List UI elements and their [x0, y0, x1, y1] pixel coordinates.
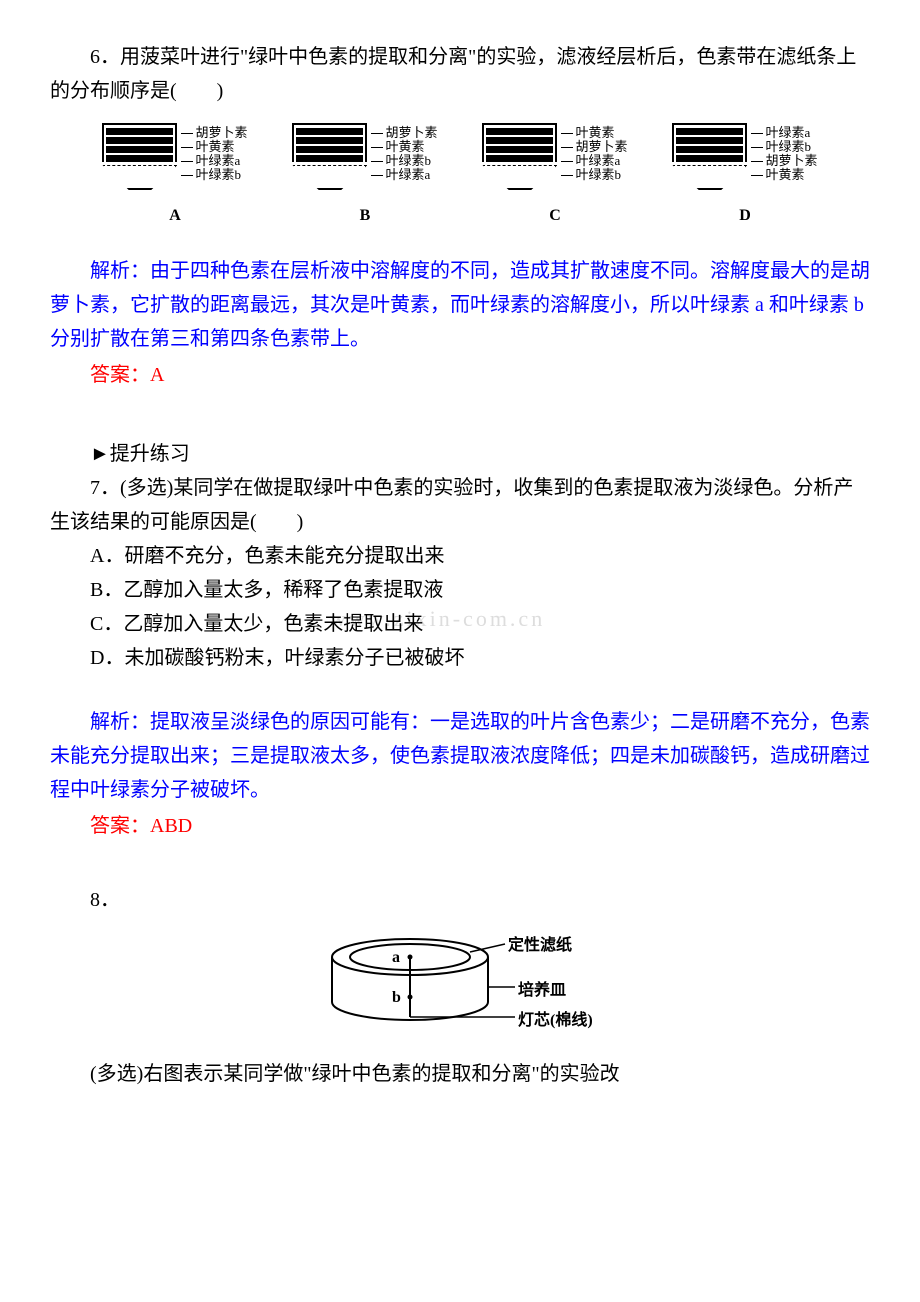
band: [676, 146, 743, 153]
choice-label-a: A: [169, 202, 181, 229]
band-labels-c: 叶黄素 胡萝卜素 叶绿素a 叶绿素b: [561, 126, 627, 182]
band-label: 叶绿素b: [371, 154, 437, 167]
strip-top: [102, 123, 177, 162]
band-label: 叶绿素a: [181, 154, 247, 167]
band-labels-b: 胡萝卜素 叶黄素 叶绿素b 叶绿素a: [371, 126, 437, 182]
label-filter-paper: 定性滤纸: [508, 932, 572, 959]
filter-diagram-b: 胡萝卜素 叶黄素 叶绿素b 叶绿素a: [292, 123, 437, 190]
q6-choice-c: 叶黄素 胡萝卜素 叶绿素a 叶绿素b C: [482, 123, 627, 229]
band-label: 胡萝卜素: [751, 154, 817, 167]
strip-taper: [672, 165, 747, 190]
band: [486, 137, 553, 144]
q7-analysis: 解析：提取液呈淡绿色的原因可能有：一是选取的叶片含色素少；二是研磨不充分，色素未…: [50, 705, 870, 807]
band: [676, 155, 743, 162]
q6-analysis: 解析：由于四种色素在层析液中溶解度的不同，造成其扩散速度不同。溶解度最大的是胡萝…: [50, 254, 870, 356]
band-label: 叶绿素b: [561, 168, 627, 181]
q6-text: 6．用菠菜叶进行"绿叶中色素的提取和分离"的实验，滤液经层析后，色素带在滤纸条上…: [50, 40, 870, 108]
band-label: 胡萝卜素: [181, 126, 247, 139]
band-label: 叶绿素b: [751, 140, 817, 153]
q8-text: (多选)右图表示某同学做"绿叶中色素的提取和分离"的实验改: [50, 1057, 870, 1091]
strip-top: [672, 123, 747, 162]
band-label: 叶黄素: [561, 126, 627, 139]
band: [106, 128, 173, 135]
document-content: 6．用菠菜叶进行"绿叶中色素的提取和分离"的实验，滤液经层析后，色素带在滤纸条上…: [50, 40, 870, 1091]
band-label: 叶绿素a: [751, 126, 817, 139]
band: [106, 137, 173, 144]
label-petri-dish: 培养皿: [518, 977, 566, 1004]
band: [106, 146, 173, 153]
band-label: 叶黄素: [181, 140, 247, 153]
q7-option-b: B．乙醇加入量太多，稀释了色素提取液: [50, 573, 870, 607]
section-header: ►提升练习: [50, 437, 870, 471]
strip-top: [292, 123, 367, 162]
strip-taper: [292, 165, 367, 190]
strip-top: [482, 123, 557, 162]
label-a: a: [392, 944, 400, 971]
q7-option-a: A．研磨不充分，色素未能充分提取出来: [50, 539, 870, 573]
band-label: 叶绿素b: [181, 168, 247, 181]
q8-number: 8．: [50, 883, 870, 917]
band: [676, 128, 743, 135]
band-labels-d: 叶绿素a 叶绿素b 胡萝卜素 叶黄素: [751, 126, 817, 182]
band-label: 叶绿素a: [561, 154, 627, 167]
band: [486, 155, 553, 162]
choice-label-b: B: [360, 202, 371, 229]
band-label: 叶黄素: [371, 140, 437, 153]
choice-label-c: C: [549, 202, 561, 229]
q7-text: 7．(多选)某同学在做提取绿叶中色素的实验时，收集到的色素提取液为淡绿色。分析产…: [50, 471, 870, 539]
band: [296, 137, 363, 144]
band-labels-a: 胡萝卜素 叶黄素 叶绿素a 叶绿素b: [181, 126, 247, 182]
q6-answer: 答案：A: [50, 358, 870, 392]
strip-taper: [102, 165, 177, 190]
petri-container: a b 定性滤纸 培养皿 灯芯(棉线): [320, 932, 600, 1042]
band: [296, 146, 363, 153]
q7-answer: 答案：ABD: [50, 809, 870, 843]
band: [676, 137, 743, 144]
filter-strip: [672, 123, 747, 190]
petri-diagram: a b 定性滤纸 培养皿 灯芯(棉线): [50, 932, 870, 1042]
q6-choices: 胡萝卜素 叶黄素 叶绿素a 叶绿素b A: [50, 123, 870, 229]
q7-option-d: D．未加碳酸钙粉末，叶绿素分子已被破坏: [50, 641, 870, 675]
filter-strip: [102, 123, 177, 190]
band: [296, 155, 363, 162]
q7-option-c: C．乙醇加入量太少，色素未提取出来: [50, 607, 870, 641]
filter-strip: [292, 123, 367, 190]
choice-label-d: D: [739, 202, 751, 229]
filter-diagram-c: 叶黄素 胡萝卜素 叶绿素a 叶绿素b: [482, 123, 627, 190]
band-label: 叶绿素a: [371, 168, 437, 181]
label-b: b: [392, 984, 401, 1011]
band-label: 叶黄素: [751, 168, 817, 181]
band-label: 胡萝卜素: [561, 140, 627, 153]
band: [486, 146, 553, 153]
band: [296, 128, 363, 135]
band-label: 胡萝卜素: [371, 126, 437, 139]
q6-choice-b: 胡萝卜素 叶黄素 叶绿素b 叶绿素a B: [292, 123, 437, 229]
label-wick: 灯芯(棉线): [518, 1007, 593, 1034]
q6-choice-a: 胡萝卜素 叶黄素 叶绿素a 叶绿素b A: [102, 123, 247, 229]
band: [486, 128, 553, 135]
filter-diagram-a: 胡萝卜素 叶黄素 叶绿素a 叶绿素b: [102, 123, 247, 190]
filter-diagram-d: 叶绿素a 叶绿素b 胡萝卜素 叶黄素: [672, 123, 817, 190]
filter-strip: [482, 123, 557, 190]
band: [106, 155, 173, 162]
q6-choice-d: 叶绿素a 叶绿素b 胡萝卜素 叶黄素 D: [672, 123, 817, 229]
strip-taper: [482, 165, 557, 190]
